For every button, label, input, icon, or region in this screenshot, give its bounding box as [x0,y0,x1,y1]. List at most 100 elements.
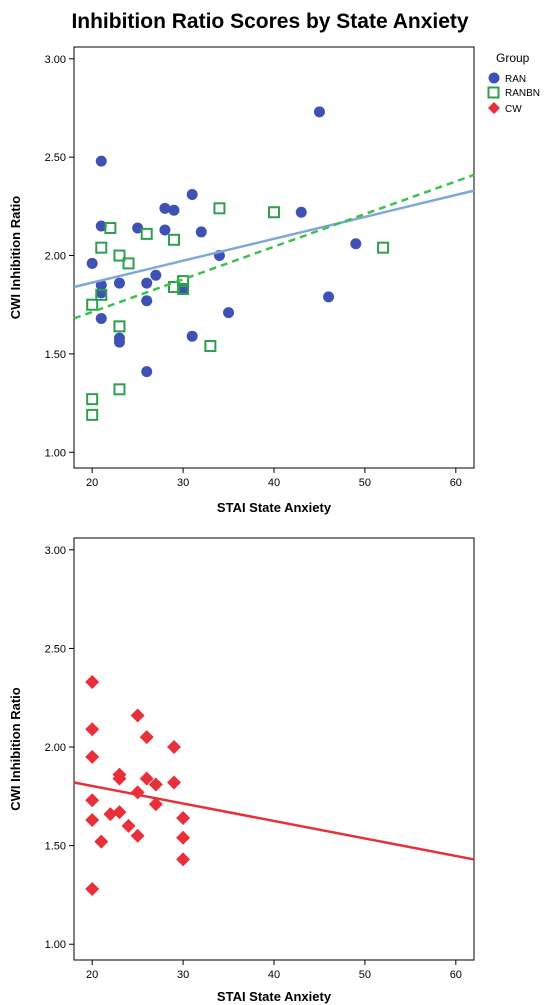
point-cw [112,771,127,786]
chart-title: Inhibition Ratio Scores by State Anxiety [71,10,468,33]
y-axis-label: CWI Inhibition Ratio [8,687,23,811]
point-cw [94,834,109,849]
legend: Group RAN RANBN CW [487,51,540,115]
y-tick-label: 2.00 [45,742,66,754]
point-ran [95,155,107,167]
point-cw [85,882,100,897]
point-ranbn [177,282,190,295]
point-ranbn [113,249,126,262]
point-ran [141,295,153,307]
point-ranbn [104,221,117,234]
y-tick-label: 1.50 [45,349,66,361]
point-cw [167,740,181,755]
point-ranbn [86,298,99,311]
plot-frame [73,537,475,961]
point-cw [85,722,100,737]
point-ran [313,106,325,118]
legend-label-ranbn: RANBN [505,88,540,99]
point-cw [121,818,136,833]
fit-line-ran [73,189,475,289]
point-ran [350,238,362,250]
point-ran [168,204,180,216]
point-ranbn [113,383,126,396]
point-cw [103,807,118,822]
chart-panel-bottom: 1.00 1.50 2.00 2.50 3.00 20 30 40 50 60 STAI State… [8,537,475,1004]
point-ran [223,307,235,319]
point-cw [85,749,100,764]
y-tick-label: 2.50 [45,643,66,655]
point-cw [112,805,127,820]
point-ran [323,291,335,303]
point-cw [130,828,145,843]
y-axis-label: CWI Inhibition Ratio [8,196,23,320]
point-ranbn [204,340,217,353]
point-cw [167,775,181,790]
point-cw [130,708,145,723]
point-ranbn [168,233,180,246]
x-tick-label: 60 [450,477,462,489]
point-ranbn [86,393,99,406]
y-tick-label: 1.50 [45,841,66,853]
point-ranbn [140,227,153,240]
point-ran [186,189,198,201]
point-ran [159,224,171,236]
point-ranbn [86,408,99,421]
y-tick-label: 3.00 [45,54,66,66]
legend-label-ran: RAN [505,74,526,85]
point-cw [176,852,191,867]
y-tick-label: 2.00 [45,251,66,263]
x-tick-label: 40 [268,969,280,981]
point-ran [186,330,198,342]
x-tick-label: 20 [86,969,98,981]
x-tick-label: 30 [177,969,189,981]
x-tick-label: 50 [359,969,371,981]
legend-marker-ranbn [487,86,500,99]
point-cw [176,811,191,826]
x-axis-label: STAI State Anxiety [217,989,332,1004]
x-axis-label: STAI State Anxiety [217,500,332,515]
legend-label-cw: CW [505,104,522,115]
point-ranbn [377,241,390,254]
point-ranbn [268,206,280,219]
y-tick-label: 1.00 [45,447,66,459]
legend-title: Group [496,51,530,65]
legend-marker-ran [488,72,500,84]
point-cw [130,785,145,800]
point-cw [85,793,100,808]
point-ranbn [122,257,135,270]
point-ran [295,206,307,218]
point-ran [86,257,98,269]
point-cw [148,777,163,792]
point-ranbn [213,202,226,215]
point-cw [139,771,154,786]
x-tick-label: 50 [359,477,371,489]
y-tick-label: 1.00 [45,939,66,951]
point-ranbn [95,288,108,301]
point-ran [132,222,144,234]
point-cw [148,797,163,812]
point-ran [113,277,125,289]
legend-item-cw: CW [488,102,522,115]
x-tick-label: 20 [86,477,98,489]
point-ran [150,269,162,281]
point-ranbn [113,320,126,333]
point-ran [95,312,107,324]
point-cw [139,730,154,745]
legend-marker-cw [488,102,500,114]
fit-line-ranbn [73,173,475,320]
point-ran [113,336,125,348]
x-tick-label: 30 [177,477,189,489]
legend-item-ranbn: RANBN [487,86,540,99]
point-ran [95,220,107,232]
y-tick-label: 3.00 [45,545,66,557]
point-cw [176,830,191,845]
point-ran [195,226,207,238]
point-cw [85,674,100,689]
chart-panel-top: 1.00 1.50 2.00 2.50 3.00 20 30 40 50 60 STAI State… [8,46,475,515]
fit-line-cw [73,781,475,861]
x-tick-label: 40 [268,477,280,489]
y-tick-label: 2.50 [45,152,66,164]
point-ran [141,366,153,378]
point-ran [141,277,153,289]
